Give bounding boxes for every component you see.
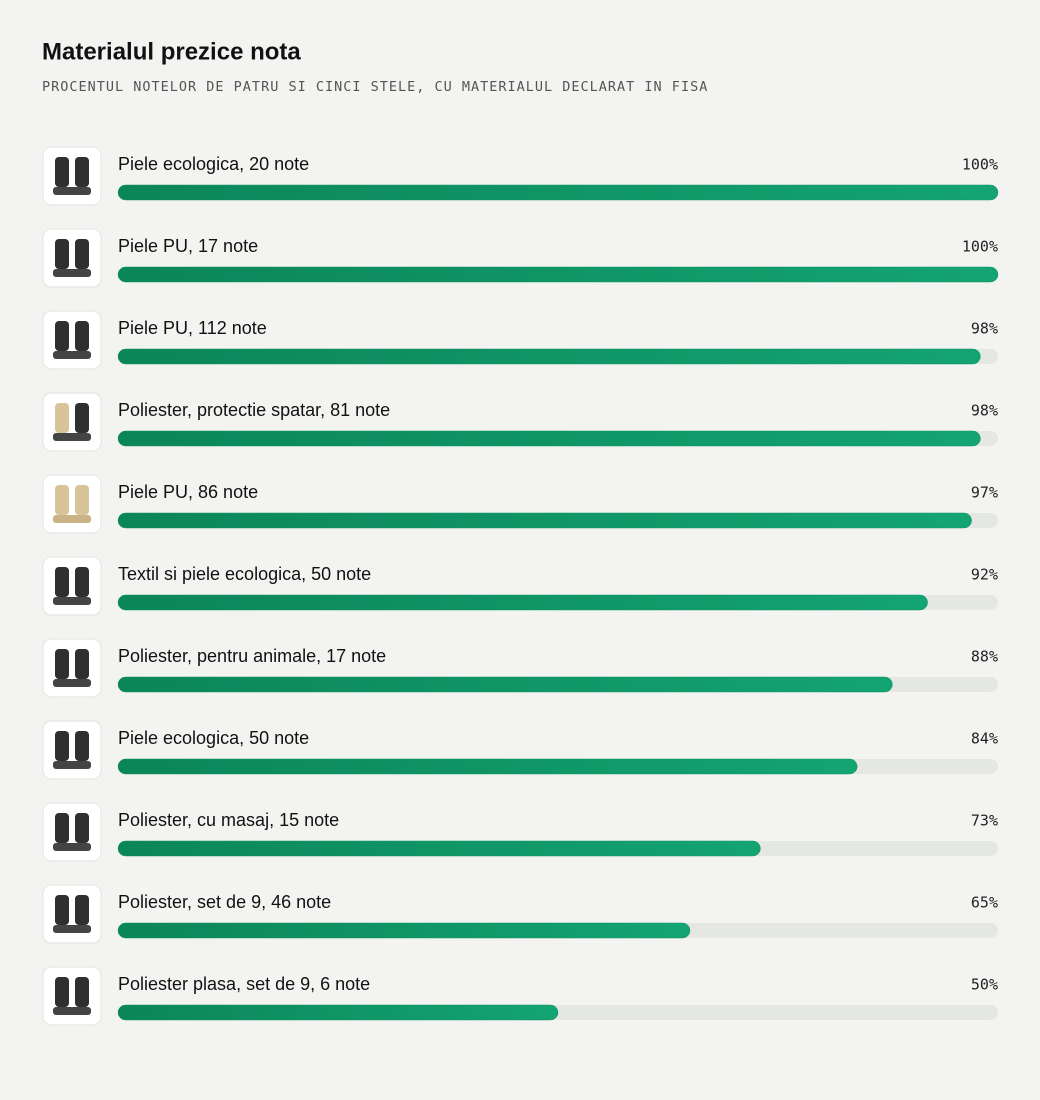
thumbnail — [42, 146, 102, 206]
seat-back — [55, 977, 69, 1007]
bar-label: Piele PU, 86 note — [118, 482, 258, 502]
value-label: 100% — [962, 156, 998, 174]
bar-label: Piele PU, 112 note — [118, 318, 267, 338]
bar — [117, 676, 893, 693]
value-label: 88% — [971, 648, 998, 666]
chart-subtitle: PROCENTUL NOTELOR DE PATRU SI CINCI STEL… — [42, 79, 708, 95]
thumbnail — [42, 474, 102, 534]
bar-label: Poliester, protectie spatar, 81 note — [118, 400, 390, 420]
value-label: 50% — [971, 976, 998, 994]
bar-label: Poliester, set de 9, 46 note — [118, 892, 331, 912]
seat-base — [53, 351, 91, 359]
bar — [117, 758, 858, 775]
bar-label: Textil si piele ecologica, 50 note — [118, 564, 371, 584]
thumbnail-frame — [42, 310, 102, 370]
value-label: 92% — [971, 566, 998, 584]
bar — [117, 512, 972, 529]
bar-label: Piele ecologica, 50 note — [118, 728, 309, 748]
thumbnail-frame — [42, 884, 102, 944]
seat-back — [75, 977, 89, 1007]
seat-back — [55, 239, 69, 269]
bar — [117, 922, 691, 939]
bar — [117, 184, 999, 201]
seat-back — [75, 239, 89, 269]
thumbnail-frame — [42, 556, 102, 616]
seat-back — [55, 895, 69, 925]
thumbnail — [42, 228, 102, 288]
seat-base — [53, 433, 91, 441]
thumbnail — [42, 966, 102, 1026]
seat-base — [53, 597, 91, 605]
thumbnail-frame — [42, 228, 102, 288]
seat-back — [55, 813, 69, 843]
bar-label: Poliester, pentru animale, 17 note — [118, 646, 386, 666]
thumbnail — [42, 884, 102, 944]
bar-label: Poliester, cu masaj, 15 note — [118, 810, 339, 830]
seat-back — [75, 813, 89, 843]
thumbnail-frame — [42, 392, 102, 452]
value-label: 98% — [971, 320, 998, 338]
seat-back — [75, 731, 89, 761]
value-label: 73% — [971, 812, 998, 830]
thumbnail-frame — [42, 966, 102, 1026]
seat-back — [75, 157, 89, 187]
seat-base — [53, 843, 91, 851]
seat-base — [53, 515, 91, 523]
seat-back — [55, 731, 69, 761]
bar — [117, 430, 981, 447]
thumbnail — [42, 802, 102, 862]
thumbnail-frame — [42, 146, 102, 206]
thumbnail — [42, 310, 102, 370]
seat-back — [55, 567, 69, 597]
bar — [117, 840, 761, 857]
thumbnail — [42, 392, 102, 452]
seat-base — [53, 925, 91, 933]
value-label: 98% — [971, 402, 998, 420]
bar-label: Piele ecologica, 20 note — [118, 154, 309, 174]
seat-base — [53, 1007, 91, 1015]
seat-back — [55, 403, 69, 433]
value-label: 100% — [962, 238, 998, 256]
seat-back — [75, 895, 89, 925]
bar-label: Piele PU, 17 note — [118, 236, 258, 256]
thumbnail-frame — [42, 474, 102, 534]
chart-title: Materialul prezice nota — [42, 38, 301, 65]
seat-back — [75, 567, 89, 597]
seat-back — [75, 403, 89, 433]
thumbnail-frame — [42, 638, 102, 698]
thumbnail-frame — [42, 802, 102, 862]
thumbnail — [42, 556, 102, 616]
bar — [117, 266, 999, 283]
bar-label: Poliester plasa, set de 9, 6 note — [118, 974, 370, 994]
value-label: 65% — [971, 894, 998, 912]
seat-base — [53, 269, 91, 277]
seat-back — [75, 321, 89, 351]
seat-base — [53, 187, 91, 195]
value-label: 84% — [971, 730, 998, 748]
seat-back — [55, 649, 69, 679]
bar — [117, 594, 928, 611]
seat-back — [55, 321, 69, 351]
value-label: 97% — [971, 484, 998, 502]
seat-base — [53, 679, 91, 687]
bar — [117, 348, 981, 365]
seat-back — [75, 485, 89, 515]
thumbnail — [42, 638, 102, 698]
thumbnail — [42, 720, 102, 780]
seat-back — [75, 649, 89, 679]
thumbnail-frame — [42, 720, 102, 780]
seat-back — [55, 157, 69, 187]
seat-back — [55, 485, 69, 515]
bar — [117, 1004, 559, 1021]
seat-base — [53, 761, 91, 769]
